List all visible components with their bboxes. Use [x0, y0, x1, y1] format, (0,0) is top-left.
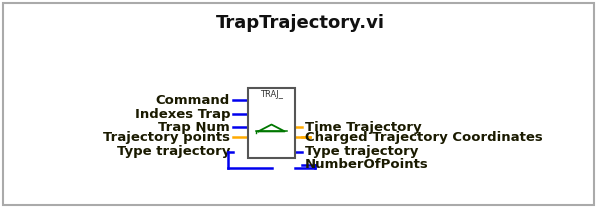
Text: Charged Trajectory Coordinates: Charged Trajectory Coordinates [305, 130, 543, 144]
Text: Indexes Trap: Indexes Trap [134, 108, 230, 120]
Text: Trajectory points: Trajectory points [103, 130, 230, 144]
Text: TRAJ_: TRAJ_ [260, 90, 283, 99]
Text: TrapTrajectory.vi: TrapTrajectory.vi [215, 14, 385, 32]
Text: Time Trajectory: Time Trajectory [305, 120, 422, 134]
FancyBboxPatch shape [248, 88, 295, 158]
Text: Type trajectory: Type trajectory [305, 146, 418, 158]
Text: NumberOfPoints: NumberOfPoints [305, 158, 429, 172]
Text: Type trajectory: Type trajectory [116, 146, 230, 158]
Text: Trap Num: Trap Num [158, 120, 230, 134]
Text: Command: Command [156, 94, 230, 106]
